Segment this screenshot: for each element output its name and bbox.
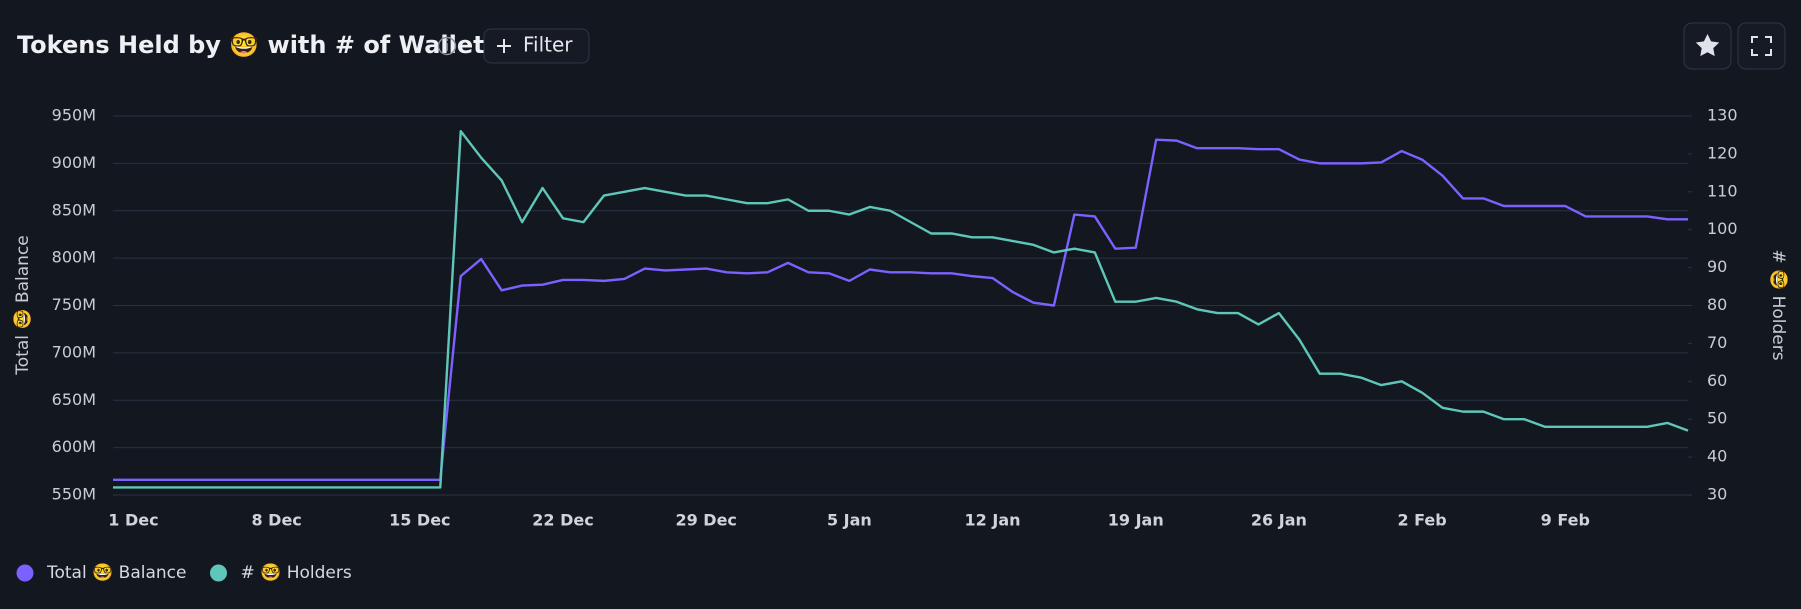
info-icon[interactable] (437, 36, 457, 56)
filter-label: Filter (523, 33, 573, 57)
y2-tick-label: 120 (1707, 143, 1738, 162)
y-tick-label: 650M (52, 390, 96, 409)
y-tick-label: 950M (52, 106, 96, 125)
legend-swatch (16, 564, 34, 582)
y-tick-label: 550M (52, 485, 96, 504)
y-tick-label: 750M (52, 295, 96, 314)
y-tick-label: 800M (52, 248, 96, 267)
x-tick-label: 2 Feb (1397, 511, 1446, 530)
favorite-button[interactable] (1683, 22, 1732, 70)
x-tick-label: 12 Jan (965, 511, 1021, 530)
x-tick-label: 19 Jan (1108, 511, 1164, 530)
y-tick-label: 700M (52, 342, 96, 361)
x-tick-label: 8 Dec (251, 511, 301, 530)
y2-tick-label: 60 (1707, 371, 1727, 390)
legend-label: Total 🤓 Balance (46, 563, 186, 583)
y2-tick-label: 40 (1707, 447, 1727, 466)
y2-tick-label: 30 (1707, 485, 1727, 504)
y2-tick-label: 90 (1707, 257, 1727, 276)
y-axis-title: Total 🤓 Balance (13, 235, 33, 375)
x-tick-label: 15 Dec (389, 511, 450, 530)
y2-axis-title: # 🤓 Holders (1768, 249, 1788, 360)
series-line (113, 129, 1689, 489)
y2-tick-label: 80 (1707, 295, 1727, 314)
x-tick-label: 22 Dec (532, 511, 593, 530)
fullscreen-button[interactable] (1737, 22, 1786, 70)
y-tick-label: 850M (52, 200, 96, 219)
y-tick-label: 900M (52, 153, 96, 172)
y2-tick-label: 100 (1707, 219, 1738, 238)
y2-tick-label: 70 (1707, 333, 1727, 352)
y2-tick-label: 50 (1707, 409, 1727, 428)
legend-label: # 🤓 Holders (240, 563, 351, 583)
x-tick-label: 9 Feb (1541, 511, 1590, 530)
x-tick-label: 1 Dec (108, 511, 158, 530)
filter-button[interactable]: Filter (483, 28, 590, 64)
series-line (113, 138, 1688, 482)
x-tick-label: 29 Dec (675, 511, 736, 530)
y-tick-label: 600M (52, 437, 96, 456)
x-tick-label: 26 Jan (1251, 511, 1307, 530)
y2-tick-label: 110 (1707, 181, 1738, 200)
x-tick-label: 5 Jan (827, 511, 872, 530)
chart-title: Tokens Held by 🤓 with # of Wallets (17, 31, 499, 59)
y2-tick-label: 130 (1707, 106, 1738, 125)
legend-swatch (209, 564, 227, 582)
